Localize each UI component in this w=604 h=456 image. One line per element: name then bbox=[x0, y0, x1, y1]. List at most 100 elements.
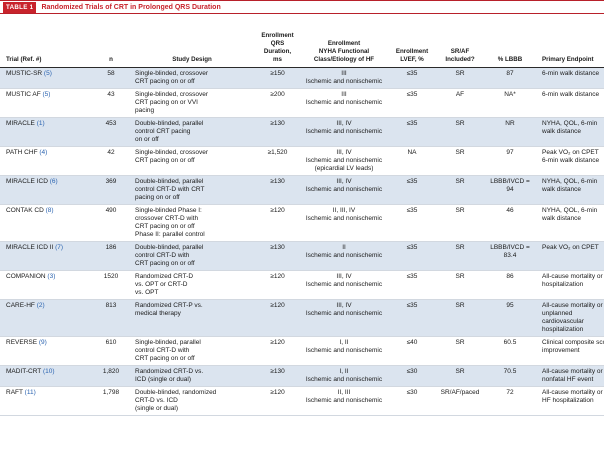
enrollment-n-cell: 813 bbox=[93, 299, 129, 337]
trial-ref-link[interactable]: (7) bbox=[55, 243, 64, 251]
nyha-class-cell: I, II Ischemic and nonischemic bbox=[300, 336, 388, 366]
sr-af-cell: SR bbox=[436, 175, 484, 205]
enrollment-n-cell: 369 bbox=[93, 175, 129, 205]
trial-ref-link[interactable]: (10) bbox=[42, 367, 55, 375]
lbbb-cell: NR bbox=[484, 117, 536, 147]
header-lbbb: % LBBB bbox=[484, 16, 536, 68]
table-title: Randomized Trials of CRT in Prolonged QR… bbox=[41, 3, 221, 11]
primary-endpoint-cell: All-cause mortality or hospitalization bbox=[536, 270, 604, 300]
study-design-cell: Randomized CRT-D vs. OPT or CRT-D vs. OPT bbox=[129, 270, 255, 300]
qrs-duration-cell: ≥120 bbox=[255, 270, 300, 300]
table-row: CONTAK CD (8) 490 Single-blinded Phase I: c… bbox=[0, 204, 604, 242]
trial-name-cell: MIRACLE ICD (6) bbox=[0, 175, 93, 205]
lvef-cell: ≤35 bbox=[388, 67, 436, 89]
primary-endpoint-cell: All-cause mortality or unplanned cardiovas… bbox=[536, 299, 604, 337]
primary-endpoint-cell: All-cause mortality or HF hospitalization bbox=[536, 386, 604, 416]
enrollment-n-cell: 42 bbox=[93, 146, 129, 176]
lbbb-cell: 95 bbox=[484, 299, 536, 337]
qrs-duration-cell: ≥120 bbox=[255, 336, 300, 366]
lbbb-cell: 97 bbox=[484, 146, 536, 176]
nyha-class-cell: III, IV Ischemic and nonischemic (epicardi… bbox=[300, 146, 388, 176]
table-number-badge: TABLE 1 bbox=[3, 1, 37, 13]
lbbb-cell: 60.5 bbox=[484, 336, 536, 366]
trial-name-cell: MUSTIC AF (5) bbox=[0, 88, 93, 118]
header-endpoint: Primary Endpoint bbox=[536, 16, 604, 68]
nyha-class-cell: III, IV Ischemic and nonischemic bbox=[300, 175, 388, 205]
table-row: CARE-HF (2) 813 Randomized CRT-P vs. medica… bbox=[0, 299, 604, 337]
qrs-duration-cell: ≥130 bbox=[255, 117, 300, 147]
sr-af-cell: AF bbox=[436, 88, 484, 118]
primary-endpoint-cell: Peak VO₂ on CPET bbox=[536, 241, 604, 271]
study-design-cell: Randomized CRT-P vs. medical therapy bbox=[129, 299, 255, 337]
qrs-duration-cell: ≥200 bbox=[255, 88, 300, 118]
lvef-cell: ≤35 bbox=[388, 270, 436, 300]
study-design-cell: Single-blinded, crossover CRT pacing on o… bbox=[129, 67, 255, 89]
trial-ref-link[interactable]: (4) bbox=[39, 148, 48, 156]
enrollment-n-cell: 1520 bbox=[93, 270, 129, 300]
qrs-duration-cell: ≥130 bbox=[255, 241, 300, 271]
primary-endpoint-cell: Clinical composite scoreimprovement bbox=[536, 336, 604, 366]
study-design-cell: Double-blinded, parallel control CRT-D wi… bbox=[129, 241, 255, 271]
sr-af-cell: SR bbox=[436, 365, 484, 387]
primary-endpoint-cell: NYHA, QOL, 6-min walk distance bbox=[536, 117, 604, 147]
nyha-class-cell: III, IV Ischemic and nonischemic bbox=[300, 117, 388, 147]
trial-name-cell: CONTAK CD (8) bbox=[0, 204, 93, 242]
table-row: MIRACLE ICD II (7) 186 Double-blinded, par… bbox=[0, 241, 604, 271]
qrs-duration-cell: ≥130 bbox=[255, 175, 300, 205]
trial-ref-link[interactable]: (8) bbox=[45, 206, 54, 214]
nyha-class-cell: III, IV Ischemic and nonischemic bbox=[300, 270, 388, 300]
header-qrs: Enrollment QRS Duration, ms bbox=[255, 16, 300, 68]
trial-ref-link[interactable]: (3) bbox=[47, 272, 56, 280]
primary-endpoint-cell: NYHA, QOL, 6-min walk distance bbox=[536, 175, 604, 205]
header-trial: Trial (Ref. #) bbox=[0, 16, 93, 68]
enrollment-n-cell: 453 bbox=[93, 117, 129, 147]
table-row: REVERSE (9) 610 Single-blinded, parallel co… bbox=[0, 336, 604, 366]
trial-ref-link[interactable]: (1) bbox=[36, 119, 45, 127]
trial-name-cell: PATH CHF (4) bbox=[0, 146, 93, 176]
study-design-cell: Single-blinded, parallel control CRT-D wi… bbox=[129, 336, 255, 366]
nyha-class-cell: III Ischemic and nonischemic bbox=[300, 88, 388, 118]
lbbb-cell: LBBB/IVCD = 94 bbox=[484, 175, 536, 205]
study-design-cell: Single-blinded, crossover CRT pacing on o… bbox=[129, 88, 255, 118]
lbbb-cell: 72 bbox=[484, 386, 536, 416]
lvef-cell: ≤35 bbox=[388, 299, 436, 337]
trial-ref-link[interactable]: (2) bbox=[36, 301, 45, 309]
study-design-cell: Single-blinded Phase I: crossover CRT-D w… bbox=[129, 204, 255, 242]
header-sraf: SR/AF Included? bbox=[436, 16, 484, 68]
table-row: MIRACLE (1) 453 Double-blinded, parallel co… bbox=[0, 117, 604, 147]
primary-endpoint-cell: All-cause mortality or nonfatal HF event bbox=[536, 365, 604, 387]
sr-af-cell: SR bbox=[436, 270, 484, 300]
trial-name-cell: MIRACLE (1) bbox=[0, 117, 93, 147]
lbbb-cell: 46 bbox=[484, 204, 536, 242]
lvef-cell: NA bbox=[388, 146, 436, 176]
header-nyha: Enrollment NYHA Functional Class/Etiolog… bbox=[300, 16, 388, 68]
lvef-cell: ≤35 bbox=[388, 241, 436, 271]
enrollment-n-cell: 490 bbox=[93, 204, 129, 242]
trial-ref-link[interactable]: (11) bbox=[24, 388, 36, 396]
trial-ref-link[interactable]: (5) bbox=[42, 90, 51, 98]
lbbb-cell: LBBB/IVCD = 83.4 bbox=[484, 241, 536, 271]
trial-ref-link[interactable]: (5) bbox=[43, 69, 52, 77]
lvef-cell: ≤35 bbox=[388, 88, 436, 118]
table-row: MIRACLE ICD (6) 369 Double-blinded, parall… bbox=[0, 175, 604, 205]
table-body: MUSTIC-SR (5) 58 Single-blinded, crossover… bbox=[0, 67, 604, 416]
enrollment-n-cell: 186 bbox=[93, 241, 129, 271]
header-lvef: Enrollment LVEF, % bbox=[388, 16, 436, 68]
lvef-cell: ≤30 bbox=[388, 365, 436, 387]
header-n: n bbox=[93, 16, 129, 68]
lbbb-cell: NA* bbox=[484, 88, 536, 118]
trial-name-cell: RAFT (11) bbox=[0, 386, 93, 416]
trial-name-cell: CARE-HF (2) bbox=[0, 299, 93, 337]
study-design-cell: Single-blinded, crossover CRT pacing on o… bbox=[129, 146, 255, 176]
lbbb-cell: 70.5 bbox=[484, 365, 536, 387]
qrs-duration-cell: ≥120 bbox=[255, 299, 300, 337]
trial-name-cell: MUSTIC-SR (5) bbox=[0, 67, 93, 89]
sr-af-cell: SR bbox=[436, 204, 484, 242]
lvef-cell: ≤30 bbox=[388, 386, 436, 416]
header-design: Study Design bbox=[129, 16, 255, 68]
lvef-cell: ≤35 bbox=[388, 204, 436, 242]
qrs-duration-cell: ≥120 bbox=[255, 386, 300, 416]
trial-ref-link[interactable]: (6) bbox=[49, 177, 58, 185]
nyha-class-cell: II, III Ischemic and nonischemic bbox=[300, 386, 388, 416]
trial-ref-link[interactable]: (9) bbox=[38, 338, 47, 346]
